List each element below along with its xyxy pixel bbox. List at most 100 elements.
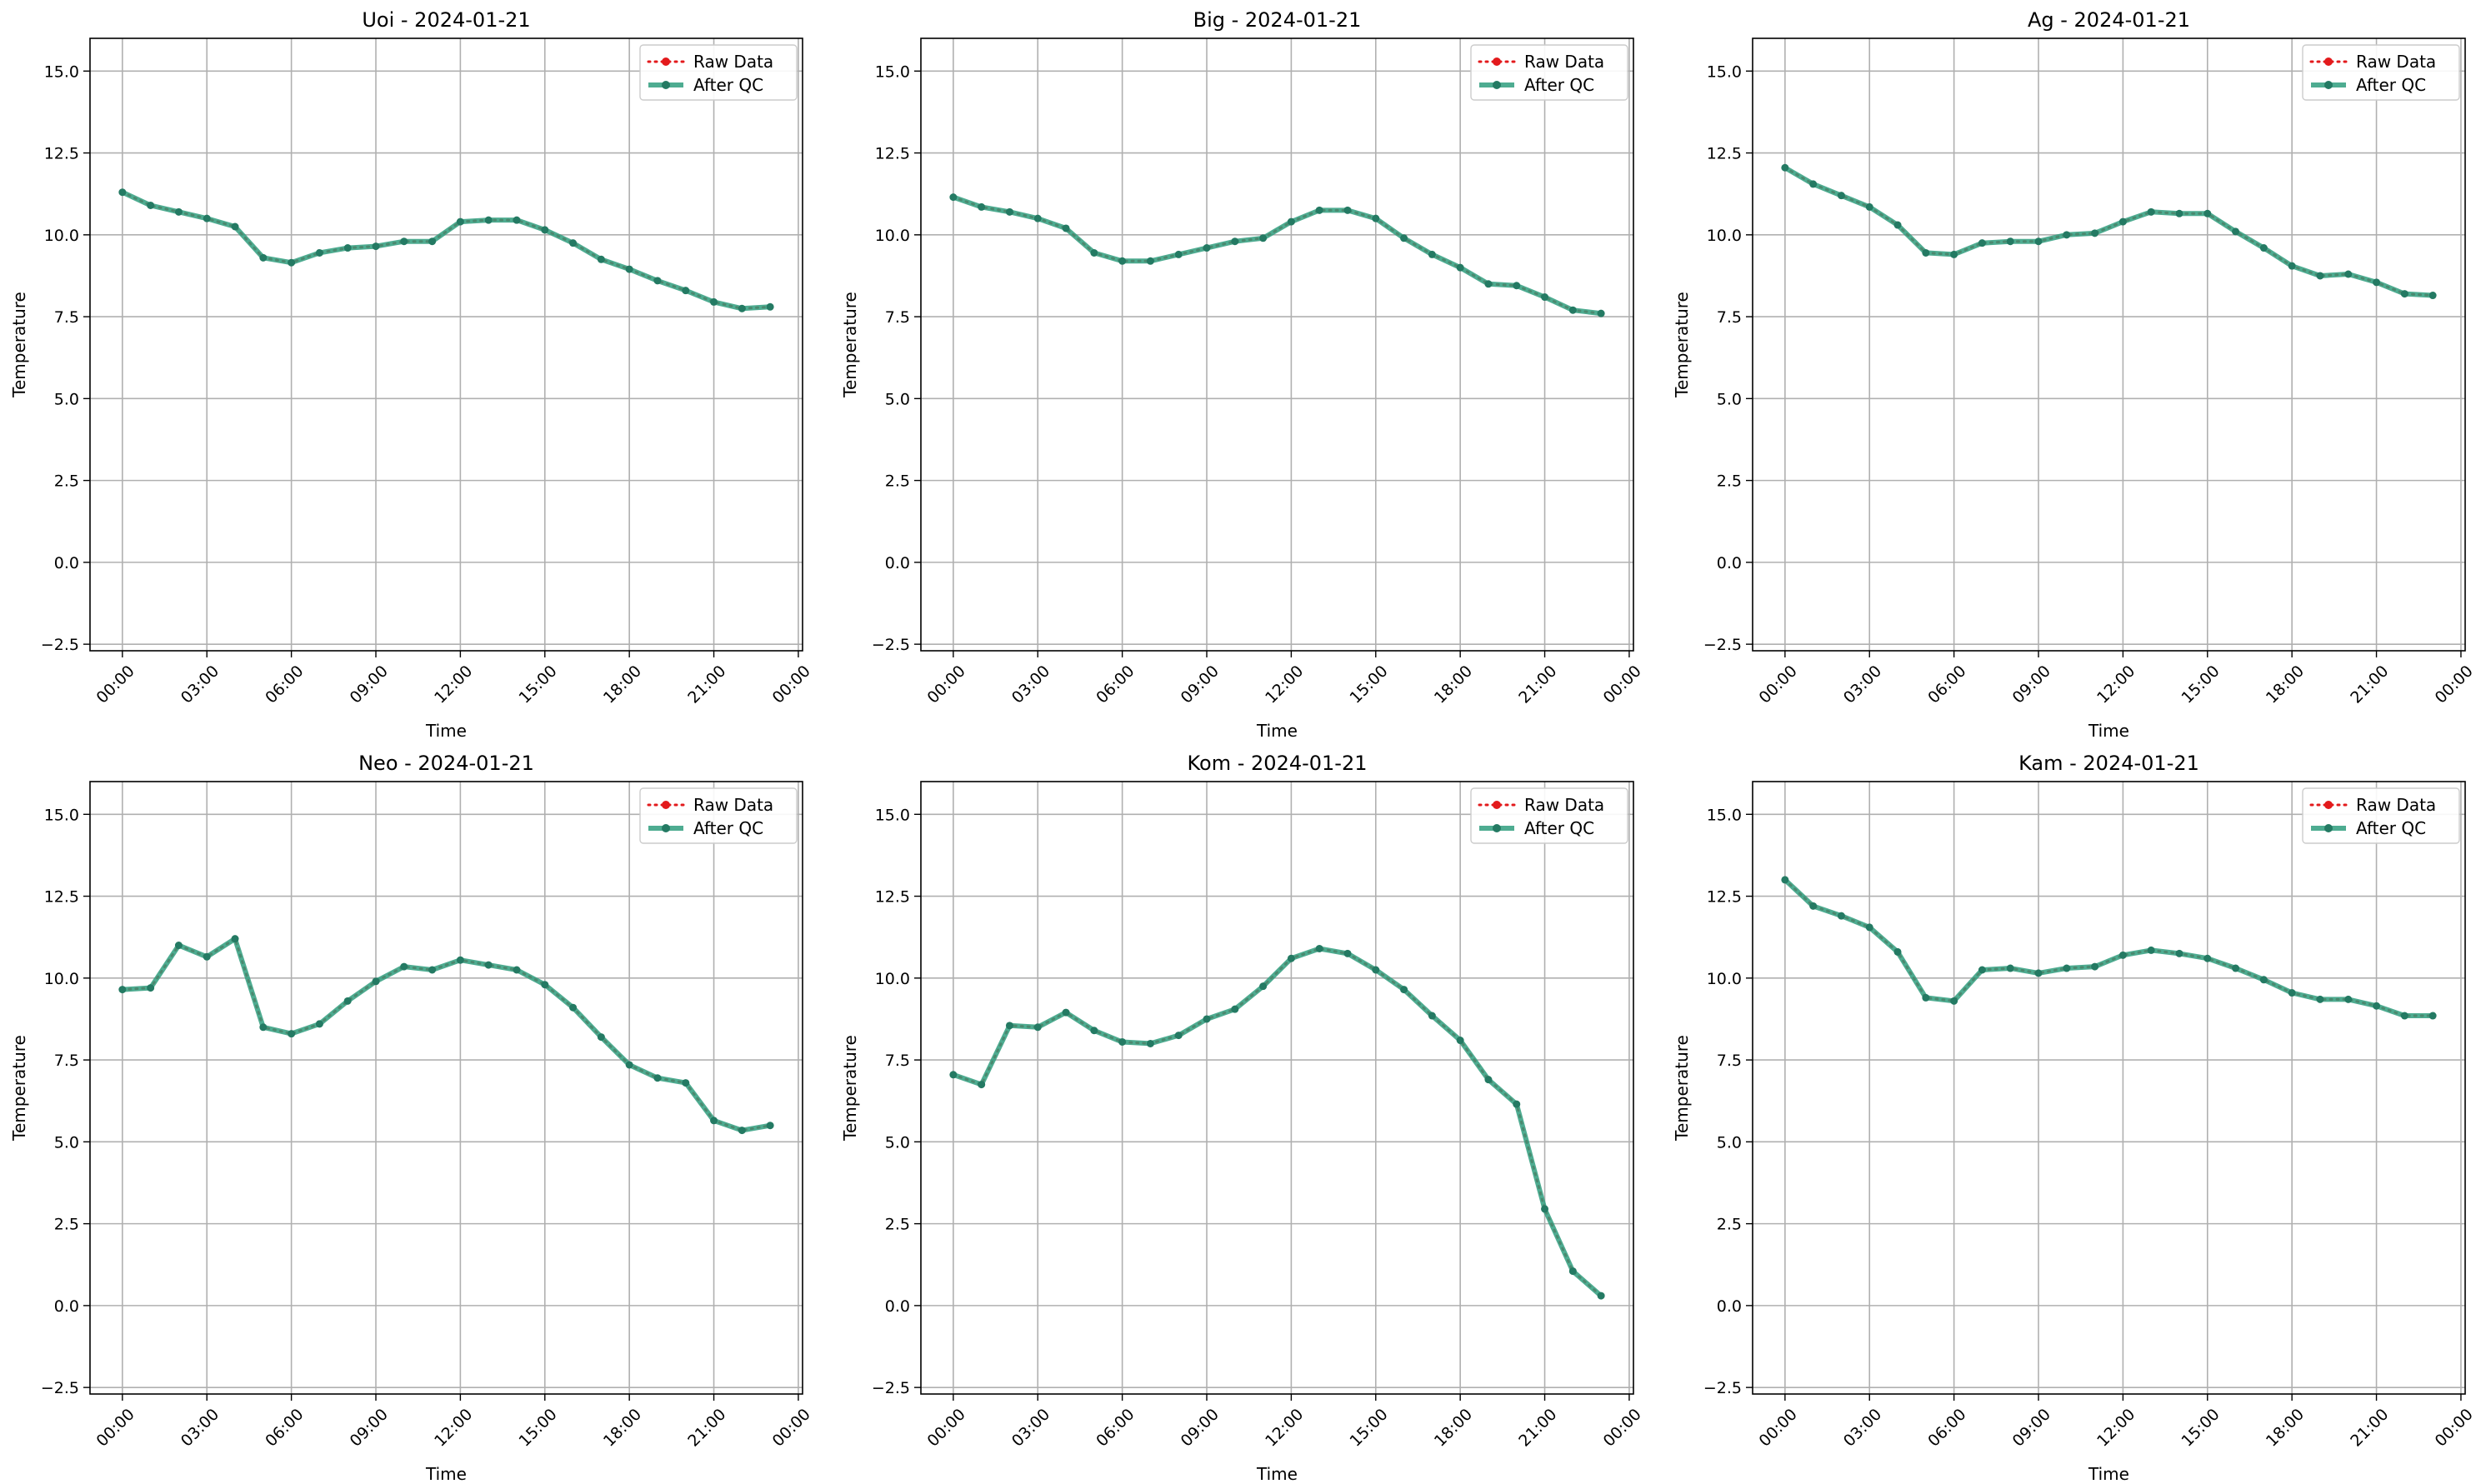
legend-qc-marker: [1493, 81, 1501, 89]
y-tick-label: −2.5: [41, 636, 79, 654]
x-tick-label: 15:00: [515, 1405, 560, 1450]
y-tick-label: 10.0: [44, 970, 79, 988]
x-tick-label: 00:00: [2432, 1405, 2477, 1450]
after-qc-point: [1950, 250, 1958, 258]
plot-frame: [89, 37, 803, 652]
x-tick-label: 03:00: [1008, 662, 1053, 707]
y-tick-label: 0.0: [1717, 1297, 1742, 1316]
x-tick-label: 12:00: [431, 662, 476, 707]
plot-frame: [1752, 37, 2466, 652]
after-qc-point: [949, 1071, 958, 1079]
after-qc-point: [1568, 1267, 1577, 1276]
x-tick-label: 00:00: [2432, 662, 2477, 707]
x-tick-label: 06:00: [1924, 662, 1969, 707]
x-tick-label: 06:00: [1093, 1405, 1138, 1450]
after-qc-point: [2063, 231, 2071, 239]
chart-title: Kom - 2024-01-21: [1188, 752, 1368, 775]
x-tick-label: 12:00: [2093, 662, 2138, 707]
legend-raw-label: Raw Data: [1524, 52, 1604, 72]
x-axis-label: Time: [1256, 721, 1298, 741]
after-qc-line: [1782, 877, 2436, 1018]
after-qc-point: [2344, 270, 2353, 278]
after-qc-point: [1033, 1023, 1042, 1032]
x-tick-label: 00:00: [924, 1405, 969, 1450]
after-qc-point: [710, 1117, 718, 1125]
y-axis-label: Temperature: [9, 292, 29, 398]
after-qc-point: [682, 1079, 690, 1087]
after-qc-point: [1893, 947, 1902, 956]
legend-raw-marker: [662, 801, 670, 809]
after-qc-point: [203, 952, 211, 961]
after-qc-point: [2344, 995, 2353, 1003]
y-tick-label: 15.0: [875, 806, 910, 824]
y-tick-label: 5.0: [1717, 390, 1742, 408]
after-qc-point: [428, 966, 437, 974]
after-qc-point: [2203, 954, 2212, 962]
after-qc-point: [1315, 944, 1323, 952]
x-tick-label: 18:00: [1431, 662, 1476, 707]
y-tick-label: 10.0: [44, 227, 79, 245]
legend-raw-label: Raw Data: [2356, 795, 2436, 815]
after-qc-point: [1287, 217, 1295, 226]
subplot-4: Neo - 2024-01-21 −2.5 0.0 2.5 5.0 7.5 10.0 12.5…: [9, 752, 814, 1484]
after-qc-point: [1118, 1037, 1127, 1046]
after-qc-point: [513, 966, 521, 974]
after-qc-point: [2373, 1002, 2381, 1010]
after-qc-line: [950, 194, 1604, 317]
x-tick-label: 03:00: [178, 662, 223, 707]
subplot-2: Big - 2024-01-21 −2.5 0.0 2.5 5.0 7.5 10.0 12.5…: [840, 8, 1645, 741]
after-qc-point: [513, 216, 521, 224]
y-tick-label: 7.5: [885, 1052, 910, 1070]
legend-raw-marker: [662, 57, 670, 66]
x-axis-label: Time: [1256, 1464, 1298, 1484]
after-qc-point: [978, 202, 986, 211]
x-tick-label: 12:00: [1262, 1405, 1307, 1450]
y-tick-label: −2.5: [872, 636, 910, 654]
x-tick-label: 15:00: [2178, 1405, 2223, 1450]
y-tick-label: 12.5: [875, 145, 910, 163]
x-tick-label: 00:00: [1756, 1405, 1801, 1450]
y-tick-label: 2.5: [885, 472, 910, 491]
x-tick-label: 00:00: [769, 662, 814, 707]
x-axis-label: Time: [2088, 1464, 2129, 1484]
after-qc-line: [119, 936, 773, 1133]
after-qc-point: [1865, 202, 1873, 211]
legend-qc-marker: [2324, 824, 2333, 832]
x-tick-label: 21:00: [684, 1405, 729, 1450]
x-tick-label: 00:00: [93, 662, 138, 707]
x-tick-label: 00:00: [93, 1405, 138, 1450]
after-qc-point: [1837, 192, 1845, 200]
after-qc-point: [1484, 280, 1493, 288]
after-qc-point: [372, 977, 380, 986]
after-qc-point: [1400, 234, 1408, 242]
chart-title: Big - 2024-01-21: [1193, 8, 1362, 32]
y-tick-label: 0.0: [885, 1297, 910, 1316]
after-qc-point: [2400, 1012, 2408, 1020]
x-tick-label: 15:00: [1346, 662, 1391, 707]
chart-title: Kam - 2024-01-21: [2018, 752, 2199, 775]
after-qc-point: [1203, 1015, 1211, 1023]
after-qc-point: [1513, 1100, 1521, 1108]
x-tick-label: 03:00: [1840, 662, 1885, 707]
after-qc-point: [1428, 250, 1436, 258]
after-qc-point: [2316, 995, 2324, 1003]
after-qc-point: [2288, 262, 2296, 270]
after-qc-point: [949, 193, 958, 202]
legend-qc-label: After QC: [693, 75, 763, 95]
x-tick-label: 03:00: [178, 1405, 223, 1450]
x-tick-label: 15:00: [515, 662, 560, 707]
after-qc-point: [2259, 976, 2268, 984]
after-qc-point: [1541, 1205, 1549, 1213]
after-qc-point: [315, 248, 323, 257]
after-qc-point: [1809, 180, 1818, 188]
y-tick-label: 12.5: [44, 888, 79, 907]
plot-frame: [920, 37, 1634, 652]
x-tick-label: 00:00: [1600, 1405, 1645, 1450]
x-tick-label: 18:00: [1431, 1405, 1476, 1450]
legend-raw-marker: [2324, 57, 2333, 66]
raw-data-line: [952, 196, 1603, 315]
y-tick-label: 0.0: [54, 554, 79, 572]
after-qc-point: [288, 258, 296, 267]
after-qc-point: [1315, 206, 1323, 214]
chart-title: Neo - 2024-01-21: [358, 752, 534, 775]
